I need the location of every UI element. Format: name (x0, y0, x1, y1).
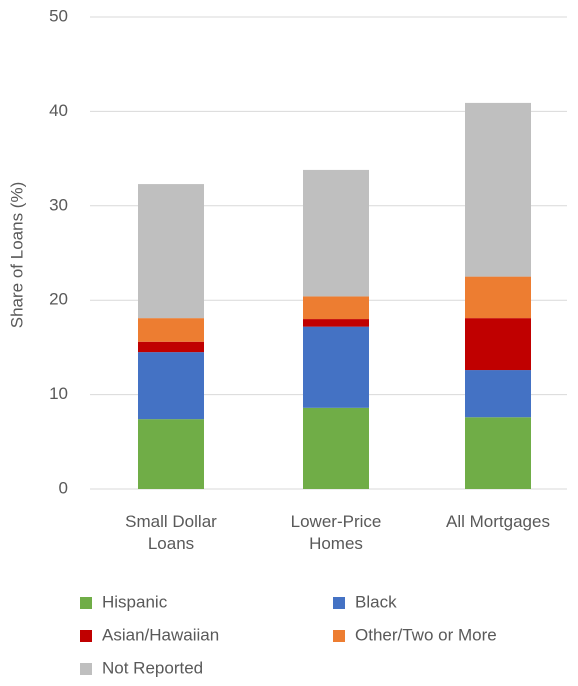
x-tick-label: Lower-Price Homes (290, 512, 382, 553)
bar-segment (465, 417, 531, 489)
bar-segment (465, 102, 531, 277)
y-tick-label: 50 (49, 6, 68, 25)
bar-segment (138, 318, 204, 342)
bar-segment (303, 407, 369, 489)
legend-label: Not Reported (102, 658, 203, 677)
y-axis-title: Share of Loans (%) (7, 182, 26, 328)
x-tick-label: Small Dollar Loans (125, 512, 217, 553)
x-tick-label: All Mortgages (446, 512, 550, 531)
bar-segment (138, 419, 204, 489)
bar-segment (465, 370, 531, 418)
bar-segment (465, 318, 531, 371)
bar-segment (138, 184, 204, 319)
legend-swatch (333, 597, 345, 609)
legend-swatch (80, 663, 92, 675)
y-tick-label: 20 (49, 290, 68, 309)
bar-segment (138, 352, 204, 420)
y-tick-label: 10 (49, 384, 68, 403)
bar-segment (465, 276, 531, 319)
legend-swatch (80, 630, 92, 642)
legend-label: Hispanic (102, 592, 168, 611)
legend-swatch (80, 597, 92, 609)
bar-segment (303, 319, 369, 327)
bar-segment (138, 341, 204, 353)
bar-segment (303, 169, 369, 297)
legend-swatch (333, 630, 345, 642)
legend-label: Black (355, 592, 397, 611)
y-tick-label: 40 (49, 101, 68, 120)
bar-segment (303, 296, 369, 320)
y-tick-label: 30 (49, 195, 68, 214)
bar-segment (303, 326, 369, 408)
legend-label: Other/Two or More (355, 625, 497, 644)
legend-label: Asian/Hawaiian (102, 625, 219, 644)
y-tick-label: 0 (59, 478, 68, 497)
